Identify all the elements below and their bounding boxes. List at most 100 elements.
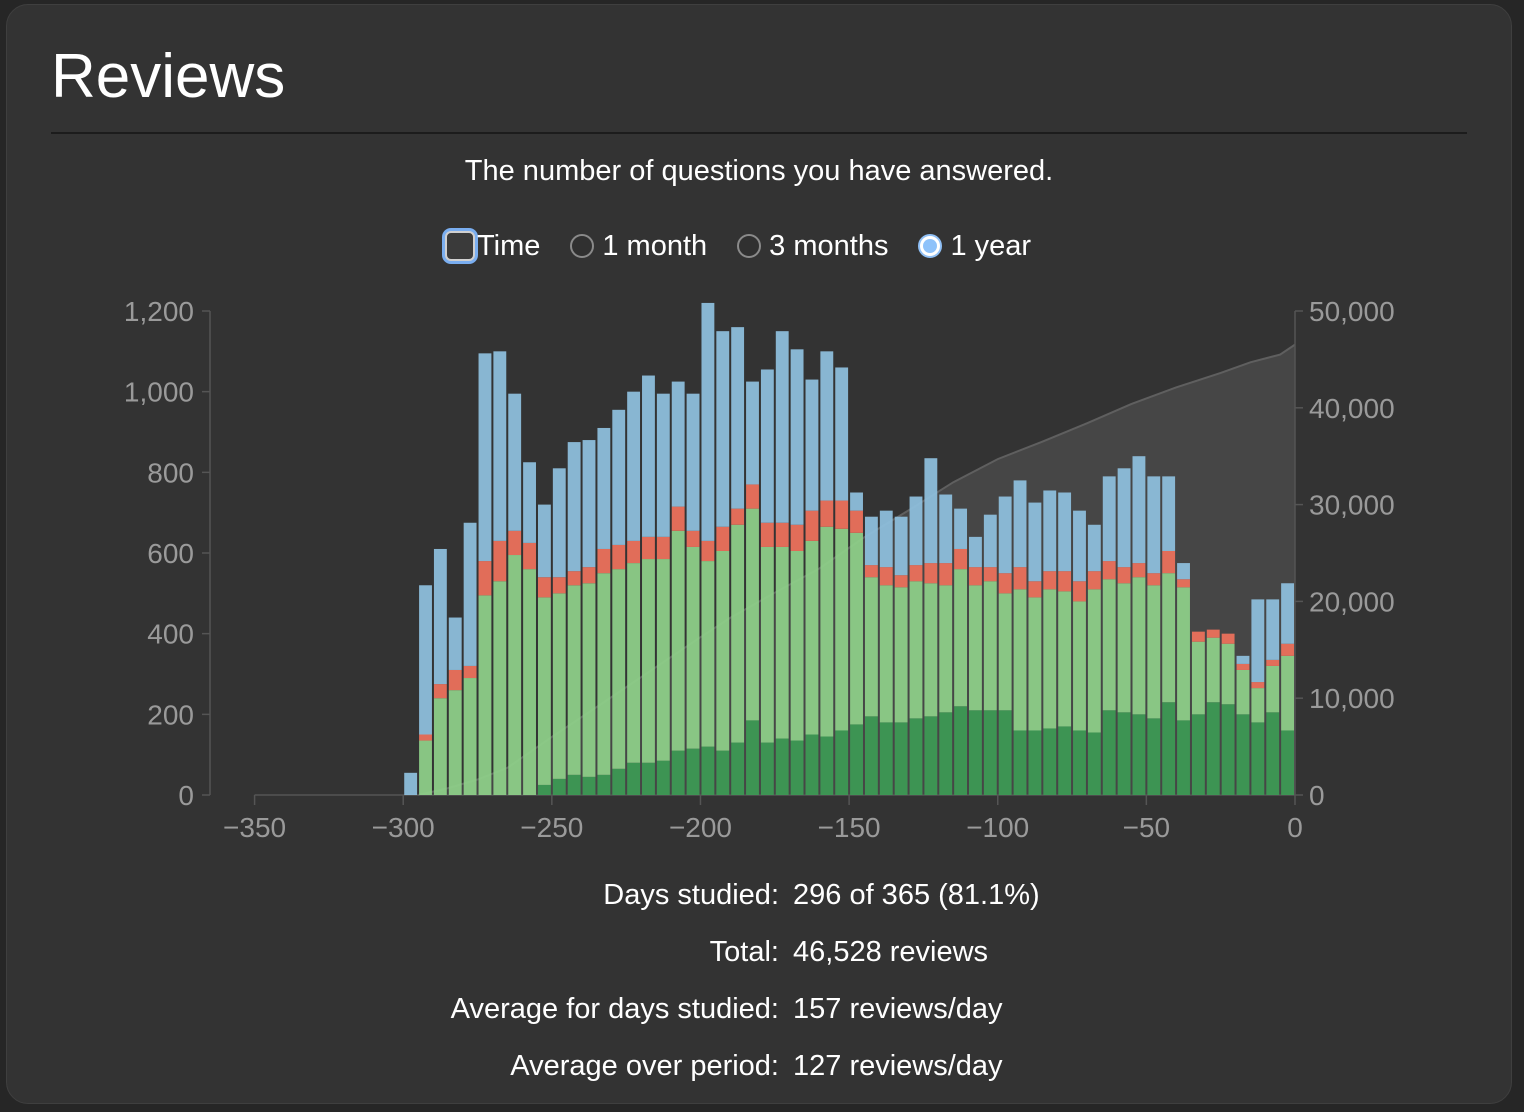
bar-segment bbox=[1266, 599, 1280, 660]
y-tick-label: 1,000 bbox=[124, 377, 194, 408]
bar-segment bbox=[1073, 730, 1086, 795]
reviews-card: Reviews The number of questions you have… bbox=[6, 4, 1512, 1104]
stats-table: Days studied: 296 of 365 (81.1%) Total: … bbox=[7, 867, 1511, 1095]
radio-3-months[interactable] bbox=[737, 234, 762, 258]
bar-segment bbox=[1028, 502, 1042, 582]
bar-segment bbox=[1281, 583, 1294, 644]
bar-segment bbox=[835, 730, 849, 795]
bar-segment bbox=[894, 516, 908, 576]
time-toggle[interactable]: Time bbox=[445, 230, 540, 263]
bar-segment bbox=[954, 548, 968, 570]
range-option-1-month[interactable]: 1 month bbox=[570, 230, 707, 263]
bar-segment bbox=[1132, 456, 1146, 564]
range-option-1-year[interactable]: 1 year bbox=[918, 230, 1031, 263]
bar-segment bbox=[775, 331, 789, 523]
bar-segment bbox=[686, 748, 700, 795]
bar-segment bbox=[954, 508, 968, 549]
chart-subtitle: The number of questions you have answere… bbox=[464, 155, 1054, 187]
bar-segment bbox=[1102, 710, 1116, 795]
bar-segment bbox=[1117, 468, 1131, 568]
time-checkbox[interactable] bbox=[445, 231, 475, 261]
stat-label: Days studied: bbox=[603, 879, 779, 911]
bar-segment bbox=[998, 710, 1012, 795]
title-divider bbox=[51, 132, 1467, 134]
bar-segment bbox=[627, 391, 641, 541]
bar-segment bbox=[656, 393, 670, 537]
bar-segment bbox=[983, 581, 997, 711]
bar-segment bbox=[1177, 720, 1190, 795]
bar-segment bbox=[924, 716, 938, 795]
bar-segment bbox=[909, 581, 923, 719]
bar-segment bbox=[433, 684, 447, 699]
bar-segment bbox=[894, 575, 908, 588]
bar-segment bbox=[805, 510, 819, 541]
range-label-1-year: 1 year bbox=[950, 229, 1032, 262]
bar-segment bbox=[1058, 492, 1072, 572]
x-tick-label: −300 bbox=[372, 812, 435, 843]
bar-segment bbox=[671, 530, 685, 751]
bar-segment bbox=[701, 540, 715, 562]
stat-label: Average for days studied: bbox=[450, 993, 779, 1025]
bar-segment bbox=[864, 565, 878, 578]
bar-segment bbox=[567, 585, 581, 775]
bar-segment bbox=[1028, 730, 1042, 795]
bar-segment bbox=[671, 506, 685, 531]
bar-segment bbox=[552, 468, 566, 578]
bar-segment bbox=[582, 440, 596, 568]
bar-segment bbox=[1028, 581, 1042, 598]
y-tick-label: 200 bbox=[147, 699, 194, 730]
stat-label: Average over period: bbox=[510, 1050, 779, 1082]
stat-row-days-studied: Days studied: 296 of 365 (81.1%) bbox=[7, 867, 1511, 924]
bar-segment bbox=[716, 331, 730, 527]
bar-segment bbox=[419, 585, 432, 735]
range-option-3-months[interactable]: 3 months bbox=[737, 230, 888, 263]
bar-segment bbox=[790, 524, 804, 551]
y2-tick-label: 0 bbox=[1309, 780, 1325, 811]
bar-segment bbox=[656, 559, 670, 761]
bar-segment bbox=[998, 496, 1012, 574]
bar-segment bbox=[969, 536, 982, 568]
bar-segment bbox=[1162, 573, 1176, 703]
bar-segment bbox=[731, 508, 745, 525]
stat-value: 46,528 reviews bbox=[793, 936, 989, 968]
bar-segment bbox=[716, 750, 730, 795]
bar-segment bbox=[1177, 579, 1190, 588]
bar-segment bbox=[1132, 714, 1146, 795]
bar-segment bbox=[1177, 587, 1190, 721]
time-label: Time bbox=[477, 229, 541, 262]
bar-segment bbox=[998, 593, 1012, 711]
radio-1-year[interactable] bbox=[918, 234, 943, 258]
bar-segment bbox=[582, 776, 596, 795]
bar-segment bbox=[523, 542, 536, 570]
bar-segment bbox=[1206, 702, 1220, 795]
bar-segment bbox=[850, 532, 863, 725]
bar-segment bbox=[597, 548, 611, 574]
bar-segment bbox=[894, 587, 908, 723]
bar-segment bbox=[1043, 728, 1057, 795]
bar-segment bbox=[552, 593, 566, 779]
x-tick-label: −250 bbox=[520, 812, 583, 843]
radio-1-month[interactable] bbox=[570, 234, 595, 258]
bar-segment bbox=[1043, 589, 1057, 729]
bar-segment bbox=[701, 302, 715, 541]
bar-segment bbox=[627, 540, 641, 564]
bar-segment bbox=[1266, 659, 1280, 666]
bar-segment bbox=[1013, 480, 1027, 568]
bar-segment bbox=[1013, 730, 1027, 795]
bar-segment bbox=[671, 750, 685, 795]
bar-segment bbox=[731, 524, 745, 743]
bar-segment bbox=[864, 577, 878, 717]
bar-segment bbox=[567, 442, 581, 572]
bar-segment bbox=[939, 563, 953, 586]
x-tick-label: −100 bbox=[966, 812, 1029, 843]
bar-segment bbox=[1087, 732, 1101, 795]
y2-tick-label: 50,000 bbox=[1309, 296, 1395, 327]
bar-segment bbox=[939, 494, 953, 564]
bar-segment bbox=[731, 742, 745, 795]
bar-segment bbox=[582, 567, 596, 584]
bar-segment bbox=[612, 768, 626, 795]
bar-segment bbox=[1221, 704, 1235, 795]
y-tick-label: 600 bbox=[147, 538, 194, 569]
reviews-chart: 0 200 400 600 800 1,000 1,200 0 10,000 20,000 30,0… bbox=[124, 296, 1395, 843]
bar-segment bbox=[448, 669, 462, 691]
